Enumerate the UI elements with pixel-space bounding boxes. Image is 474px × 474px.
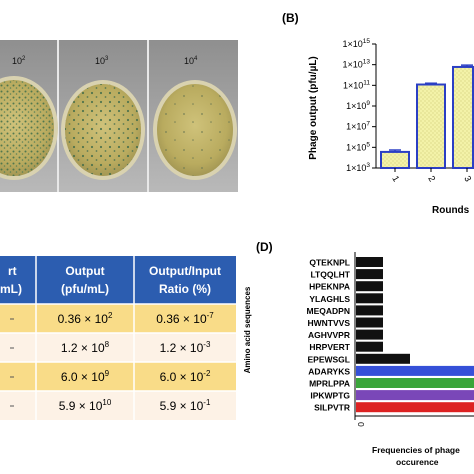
bar-hpeknpa bbox=[356, 281, 383, 292]
ratio-cell: 6.0 × 10-2 bbox=[160, 369, 211, 384]
bar-round-2 bbox=[416, 83, 446, 169]
sequence-label: YLAGHLS bbox=[309, 294, 350, 304]
header-ratio-unit: Ratio (%) bbox=[159, 282, 211, 296]
y-tick-label: 1×1015 bbox=[342, 38, 370, 49]
header-output-unit: (pfu/mL) bbox=[61, 282, 109, 296]
bar-silpvtr bbox=[356, 402, 474, 413]
x-tick-label: 2 bbox=[426, 174, 437, 183]
table-row bbox=[0, 391, 236, 420]
output-cell: 5.9 × 1010 bbox=[59, 398, 112, 413]
ratio-cell: 0.36 × 10-7 bbox=[156, 311, 214, 326]
panel-c-table: rt mL) Output (pfu/mL) Output/Input Rati… bbox=[0, 256, 236, 420]
y-tick-label: 1×109 bbox=[346, 100, 370, 111]
panel-d-chart: (D) Amino acid sequences QTEKNPL LTQQLHT H… bbox=[243, 240, 474, 467]
y-axis-label: Amino acid sequences bbox=[243, 286, 252, 373]
table-row bbox=[0, 304, 236, 333]
bar-round-1 bbox=[380, 150, 410, 170]
bar-round-3 bbox=[452, 65, 474, 169]
output-cell: 0.36 × 102 bbox=[58, 311, 113, 326]
bar-aghvvpr bbox=[356, 329, 383, 340]
x-tick-label: 3 bbox=[462, 174, 473, 183]
x-axis-label: occurence bbox=[396, 457, 439, 467]
bar-ipkwptg bbox=[356, 390, 474, 401]
bar-mprlppa bbox=[356, 378, 474, 388]
sequence-label: LTQQLHT bbox=[311, 270, 351, 280]
dilution-label: 102 bbox=[12, 56, 26, 66]
dilution-label: 104 bbox=[184, 56, 198, 66]
panel-label-d: (D) bbox=[256, 240, 273, 254]
x-tick-label: 1 bbox=[390, 174, 401, 183]
x-axis-label: Frequencies of phage bbox=[372, 445, 460, 455]
sequence-label: ADARYKS bbox=[308, 366, 350, 376]
x-tick-label: 0 bbox=[356, 422, 366, 427]
panel-label-b: (B) bbox=[282, 11, 299, 25]
bar-adaryks bbox=[356, 365, 474, 376]
y-tick-label: 1×1013 bbox=[342, 59, 370, 70]
plaques-medium bbox=[65, 84, 141, 176]
output-cell: 6.0 × 109 bbox=[61, 369, 110, 384]
y-tick-label: 1×103 bbox=[346, 162, 370, 173]
sequence-label: HPEKNPA bbox=[309, 282, 350, 292]
bar-epewsgl bbox=[356, 353, 410, 364]
bar-qteknpl bbox=[356, 257, 383, 267]
bar-ltqqlht bbox=[356, 269, 383, 280]
y-tick-label: 1×1011 bbox=[343, 79, 370, 90]
sequence-label: HRPVERT bbox=[309, 342, 350, 352]
plaques-sparse bbox=[157, 84, 233, 176]
ratio-cell: 1.2 × 10-3 bbox=[160, 340, 211, 355]
table-header-bg bbox=[0, 256, 236, 304]
sequence-label: EPEWSGL bbox=[307, 354, 350, 364]
bar-hwntvvs bbox=[356, 317, 383, 328]
header-partial-input-unit: mL) bbox=[0, 282, 22, 296]
output-cell: 1.2 × 108 bbox=[61, 340, 110, 355]
header-ratio: Output/Input bbox=[149, 264, 221, 278]
sequence-label: AGHVVPR bbox=[308, 330, 350, 340]
x-axis-label: Rounds bbox=[432, 205, 470, 216]
y-tick-label: 1×105 bbox=[346, 141, 370, 152]
sequence-label: IPKWPTG bbox=[310, 391, 350, 401]
sequence-label: MEQADPN bbox=[307, 306, 350, 316]
header-partial-input: rt bbox=[8, 264, 17, 278]
bar-ylaghls bbox=[356, 293, 383, 304]
y-tick-label: 1×107 bbox=[346, 121, 370, 132]
panel-a-plates: 102 103 104 bbox=[0, 40, 238, 192]
plaques-dense bbox=[0, 80, 54, 176]
ratio-cell: 5.9 × 10-1 bbox=[160, 398, 211, 413]
sequence-label: HWNTVVS bbox=[308, 318, 351, 328]
y-axis-label: Phage output (pfu/µL) bbox=[308, 56, 319, 160]
sequence-label: QTEKNPL bbox=[309, 258, 350, 268]
bar-hrpvert bbox=[356, 341, 383, 352]
header-output: Output bbox=[65, 264, 104, 278]
bar-meqadpn bbox=[356, 305, 383, 316]
panel-b-chart: (B) Phage output (pfu/µL) 1×103 1×105 1×10… bbox=[282, 11, 474, 216]
table-row bbox=[0, 362, 236, 391]
dilution-label: 103 bbox=[95, 56, 109, 66]
sequence-label: SILPVTR bbox=[314, 403, 350, 413]
sequence-label: MPRLPPA bbox=[309, 379, 350, 389]
table-row bbox=[0, 333, 236, 362]
